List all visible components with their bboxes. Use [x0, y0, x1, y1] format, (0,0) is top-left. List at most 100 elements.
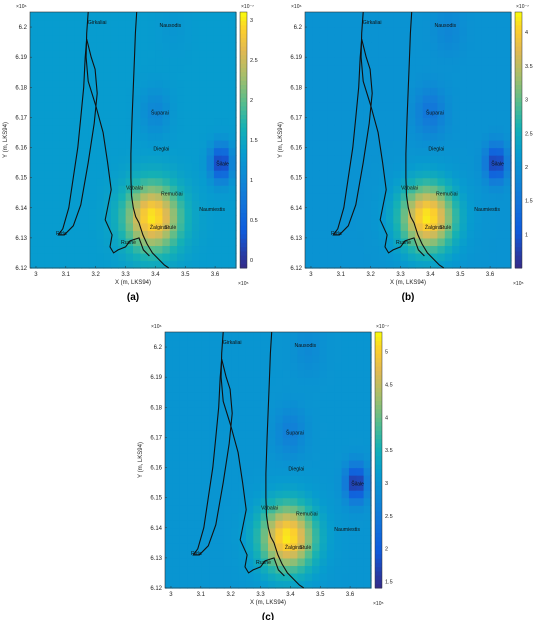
- heatmap-cell: [268, 512, 276, 521]
- heatmap-cell: [422, 177, 431, 186]
- heatmap-cell: [37, 162, 46, 171]
- heatmap-cell: [503, 94, 512, 103]
- heatmap-cell: [52, 132, 61, 141]
- heatmap-cell: [356, 460, 365, 469]
- heatmap-cell: [118, 185, 127, 194]
- heatmap-cell: [348, 362, 357, 371]
- heatmap-cell: [81, 117, 90, 126]
- heatmap-cell: [155, 162, 164, 171]
- colorbar-segment: [375, 536, 382, 542]
- heatmap-cell: [496, 94, 505, 103]
- heatmap-cell: [231, 490, 240, 499]
- heatmap-cell: [334, 332, 343, 341]
- heatmap-cell: [326, 527, 335, 536]
- heatmap-cell: [341, 140, 350, 149]
- heatmap-cell: [290, 572, 299, 582]
- heatmap-cell: [44, 19, 53, 28]
- heatmap-cell: [125, 230, 134, 239]
- heatmap-cell: [184, 12, 193, 21]
- heatmap-cell: [177, 200, 186, 209]
- heatmap-cell: [223, 580, 232, 589]
- heatmap-cell: [393, 72, 402, 81]
- heatmap-cell: [378, 147, 387, 156]
- heatmap-cell: [44, 49, 53, 58]
- heatmap-cell: [334, 162, 343, 171]
- heatmap-cell: [312, 399, 321, 408]
- heatmap-cell: [147, 237, 156, 247]
- heatmap-cell: [444, 42, 453, 51]
- heatmap-cell: [385, 222, 394, 231]
- heatmap-cell: [415, 72, 424, 81]
- heatmap-cell: [199, 230, 208, 239]
- heatmap-cell: [103, 117, 112, 126]
- heatmap-cell: [30, 177, 38, 186]
- heatmap-cell: [415, 192, 424, 201]
- heatmap-cell: [30, 117, 38, 126]
- heatmap-cell: [459, 192, 468, 201]
- heatmap-cell: [187, 482, 196, 491]
- heatmap-cell: [319, 429, 328, 439]
- heatmap-cell: [118, 215, 127, 224]
- heatmap-cell: [363, 215, 372, 224]
- heatmap-cell: [177, 155, 186, 164]
- heatmap-cell: [400, 162, 409, 171]
- heatmap-cell: [385, 162, 394, 171]
- heatmap-cell: [165, 414, 173, 423]
- heatmap-cell: [312, 102, 321, 111]
- heatmap-cell: [213, 200, 222, 209]
- heatmap-cell: [327, 230, 336, 239]
- heatmap-cell: [430, 49, 439, 58]
- heatmap-cell: [201, 362, 210, 371]
- heatmap-cell: [52, 102, 61, 111]
- heatmap-cell: [363, 132, 372, 141]
- heatmap-cell: [184, 124, 193, 134]
- heatmap-cell: [459, 177, 468, 186]
- heatmap-cell: [297, 490, 306, 499]
- heatmap-cell: [172, 535, 181, 544]
- heatmap-cell: [326, 384, 335, 393]
- heatmap-cell: [363, 407, 372, 416]
- heatmap-cell: [245, 437, 254, 446]
- heatmap-cell: [191, 252, 200, 262]
- heatmap-cell: [162, 79, 171, 88]
- heatmap-cell: [378, 72, 387, 81]
- heatmap-cell: [96, 222, 105, 231]
- heatmap-cell: [459, 237, 468, 247]
- place-label: Naumiestis: [199, 207, 225, 213]
- heatmap-cell: [213, 27, 222, 36]
- heatmap-cell: [191, 155, 200, 164]
- heatmap-cell: [275, 557, 284, 567]
- heatmap-cell: [481, 177, 490, 186]
- heatmap-cell: [66, 170, 75, 179]
- colorbar-segment: [375, 434, 382, 440]
- heatmap-cell: [385, 140, 394, 149]
- coastline-outer: [265, 331, 305, 589]
- heatmap-cell: [81, 237, 90, 247]
- heatmap-cell: [206, 140, 215, 149]
- heatmap-cell: [326, 399, 335, 408]
- heatmap-cell: [191, 177, 200, 186]
- heatmap-cell: [393, 57, 402, 66]
- heatmap-cell: [147, 34, 156, 43]
- heatmap-cell: [59, 162, 68, 171]
- heatmap-cell: [496, 12, 505, 21]
- heatmap-cell: [253, 482, 262, 491]
- heatmap-cell: [103, 185, 112, 194]
- colorbar-segment: [515, 169, 522, 175]
- heatmap-cell: [452, 185, 461, 194]
- heatmap-cell: [348, 572, 357, 582]
- heatmap-cell: [216, 565, 225, 574]
- place-label: Remučiai: [161, 192, 183, 198]
- colorbar-segment: [240, 255, 247, 260]
- heatmap-cell: [147, 162, 156, 171]
- heatmap-cell: [184, 230, 193, 239]
- colorbar-segment: [240, 84, 247, 90]
- heatmap-cell: [466, 79, 475, 88]
- heatmap-cell: [496, 170, 505, 179]
- colorbar-segment: [515, 105, 522, 111]
- heatmap-cell: [260, 429, 269, 439]
- heatmap-cell: [165, 384, 173, 393]
- heatmap-cell: [110, 207, 119, 216]
- heatmap-cell: [275, 437, 284, 446]
- heatmap-cell: [282, 505, 291, 514]
